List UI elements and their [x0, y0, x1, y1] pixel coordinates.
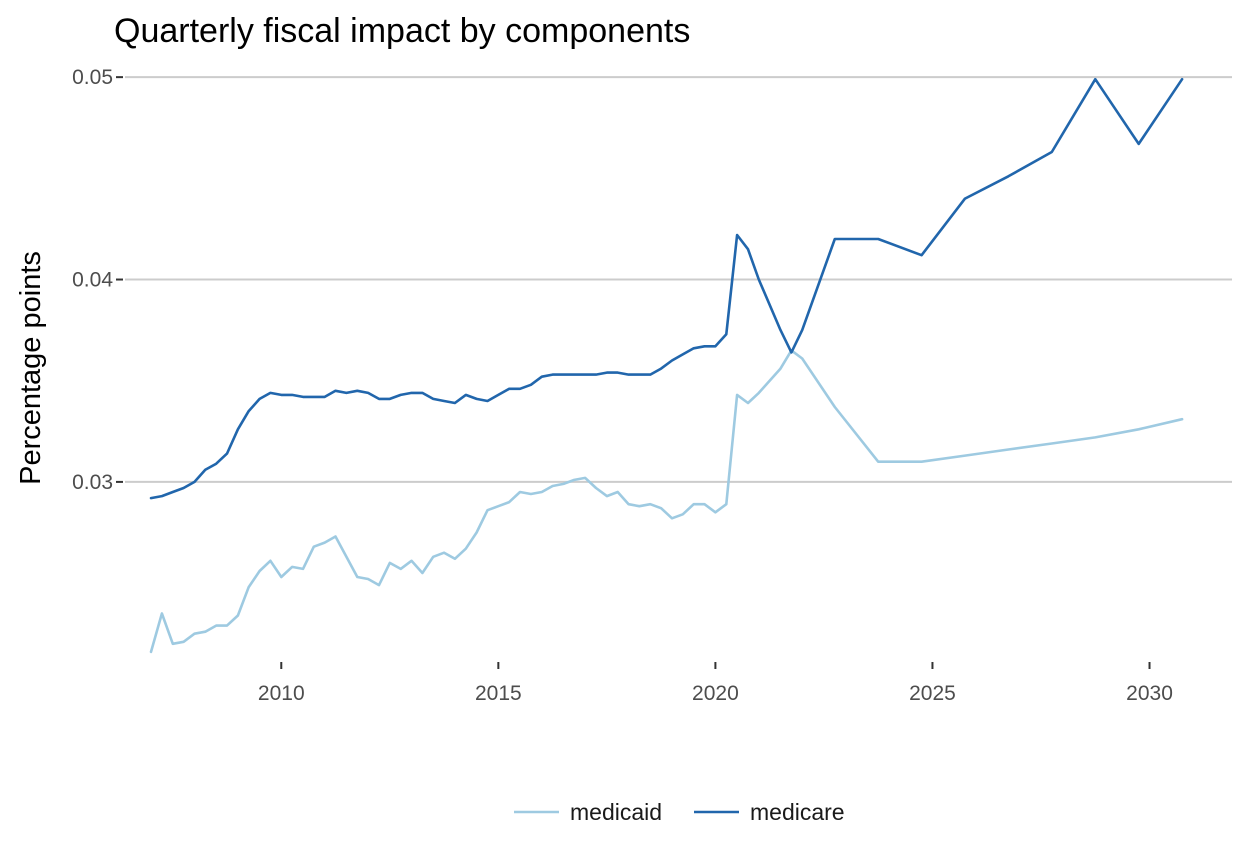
legend-label-medicare: medicare [750, 799, 845, 825]
x-tick-label: 2015 [475, 682, 522, 705]
series-line-medicare [149, 77, 1184, 500]
chart-title: Quarterly fiscal impact by components [114, 12, 690, 50]
x-tick-label: 2020 [692, 682, 739, 705]
legend: medicaid medicare [514, 799, 845, 825]
legend-label-medicaid: medicaid [570, 799, 662, 825]
y-tick-label: 0.04 [72, 269, 113, 292]
series-line-medicaid [149, 349, 1184, 654]
y-tick-label: 0.03 [72, 471, 113, 494]
x-axis-ticks: 2010 2015 2020 2025 2030 [258, 662, 1173, 705]
series-lines [149, 77, 1184, 654]
x-tick-label: 2025 [909, 682, 956, 705]
x-tick-label: 2030 [1126, 682, 1173, 705]
x-tick-label: 2010 [258, 682, 305, 705]
gridlines [125, 76, 1232, 483]
y-axis-ticks: 0.03 0.04 0.05 [72, 66, 123, 494]
y-axis-label: Percentage points [15, 251, 47, 485]
y-tick-label: 0.05 [72, 66, 113, 89]
